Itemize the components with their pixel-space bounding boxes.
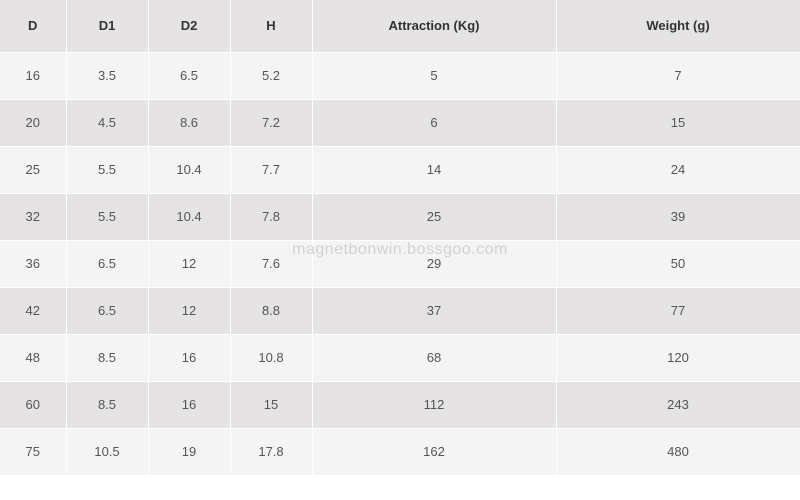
table-row: 48 8.5 16 10.8 68 120 [0, 334, 800, 381]
cell-weight: 24 [556, 146, 800, 193]
cell-d: 48 [0, 334, 66, 381]
cell-h: 5.2 [230, 52, 312, 99]
cell-d2: 10.4 [148, 193, 230, 240]
table-row: 32 5.5 10.4 7.8 25 39 [0, 193, 800, 240]
cell-d2: 12 [148, 240, 230, 287]
table-body: 16 3.5 6.5 5.2 5 7 20 4.5 8.6 7.2 6 15 2… [0, 52, 800, 475]
cell-d2: 12 [148, 287, 230, 334]
cell-h: 7.8 [230, 193, 312, 240]
cell-d: 60 [0, 381, 66, 428]
header-weight: Weight (g) [556, 0, 800, 52]
table-row: 16 3.5 6.5 5.2 5 7 [0, 52, 800, 99]
cell-d: 16 [0, 52, 66, 99]
cell-d: 42 [0, 287, 66, 334]
cell-attraction: 68 [312, 334, 556, 381]
header-h: H [230, 0, 312, 52]
cell-weight: 480 [556, 428, 800, 475]
cell-d1: 5.5 [66, 146, 148, 193]
cell-weight: 7 [556, 52, 800, 99]
cell-weight: 243 [556, 381, 800, 428]
cell-h: 15 [230, 381, 312, 428]
cell-d1: 5.5 [66, 193, 148, 240]
cell-d1: 6.5 [66, 240, 148, 287]
table-row: 42 6.5 12 8.8 37 77 [0, 287, 800, 334]
cell-d1: 8.5 [66, 381, 148, 428]
header-d2: D2 [148, 0, 230, 52]
table-row: 36 6.5 12 7.6 29 50 [0, 240, 800, 287]
table-row: 75 10.5 19 17.8 162 480 [0, 428, 800, 475]
specs-table: D D1 D2 H Attraction (Kg) Weight (g) 16 … [0, 0, 800, 476]
table-row: 20 4.5 8.6 7.2 6 15 [0, 99, 800, 146]
cell-d: 25 [0, 146, 66, 193]
cell-attraction: 14 [312, 146, 556, 193]
header-attraction: Attraction (Kg) [312, 0, 556, 52]
cell-d1: 3.5 [66, 52, 148, 99]
cell-attraction: 5 [312, 52, 556, 99]
cell-attraction: 37 [312, 287, 556, 334]
cell-weight: 15 [556, 99, 800, 146]
cell-d: 20 [0, 99, 66, 146]
cell-d1: 8.5 [66, 334, 148, 381]
cell-h: 7.6 [230, 240, 312, 287]
cell-attraction: 112 [312, 381, 556, 428]
cell-attraction: 162 [312, 428, 556, 475]
cell-d2: 8.6 [148, 99, 230, 146]
cell-h: 7.7 [230, 146, 312, 193]
cell-d: 36 [0, 240, 66, 287]
cell-d1: 10.5 [66, 428, 148, 475]
cell-h: 17.8 [230, 428, 312, 475]
cell-d2: 16 [148, 334, 230, 381]
cell-d2: 19 [148, 428, 230, 475]
cell-attraction: 29 [312, 240, 556, 287]
cell-weight: 50 [556, 240, 800, 287]
cell-attraction: 25 [312, 193, 556, 240]
cell-h: 10.8 [230, 334, 312, 381]
table-row: 25 5.5 10.4 7.7 14 24 [0, 146, 800, 193]
cell-d2: 10.4 [148, 146, 230, 193]
cell-d: 75 [0, 428, 66, 475]
cell-d: 32 [0, 193, 66, 240]
cell-weight: 77 [556, 287, 800, 334]
header-row: D D1 D2 H Attraction (Kg) Weight (g) [0, 0, 800, 52]
header-d1: D1 [66, 0, 148, 52]
cell-d1: 4.5 [66, 99, 148, 146]
cell-weight: 39 [556, 193, 800, 240]
cell-attraction: 6 [312, 99, 556, 146]
header-d: D [0, 0, 66, 52]
cell-d1: 6.5 [66, 287, 148, 334]
cell-d2: 16 [148, 381, 230, 428]
cell-h: 8.8 [230, 287, 312, 334]
table-row: 60 8.5 16 15 112 243 [0, 381, 800, 428]
cell-d2: 6.5 [148, 52, 230, 99]
cell-h: 7.2 [230, 99, 312, 146]
cell-weight: 120 [556, 334, 800, 381]
